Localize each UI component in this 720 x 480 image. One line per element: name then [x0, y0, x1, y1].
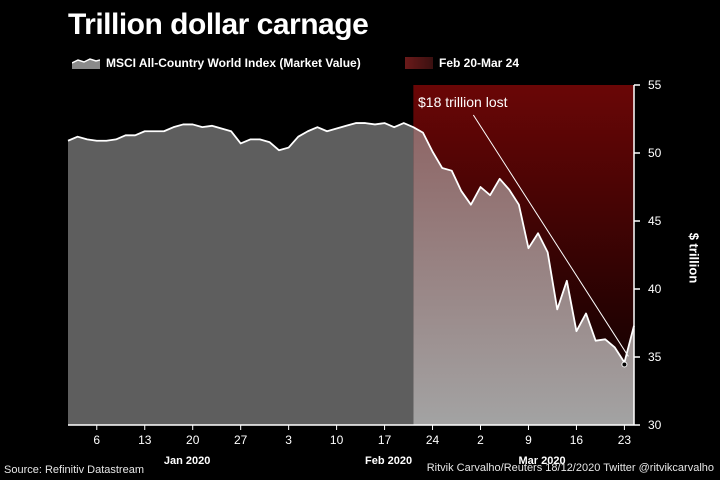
x-tick-label: 13 — [138, 433, 152, 447]
legend-index-label: MSCI All-Country World Index (Market Val… — [106, 56, 361, 70]
min-point-marker — [621, 361, 628, 368]
y-tick-label: 40 — [648, 282, 662, 296]
month-label: Mar 2020 — [519, 455, 566, 467]
y-tick-label: 50 — [648, 146, 662, 160]
legend-area-swatch-icon — [72, 58, 100, 69]
x-tick-label: 16 — [570, 433, 584, 447]
area-before — [68, 123, 414, 425]
y-tick-label: 30 — [648, 418, 662, 432]
x-tick-label: 10 — [330, 433, 344, 447]
legend-range-label: Feb 20-Mar 24 — [439, 56, 520, 70]
y-axis-title: $ trillion — [686, 232, 702, 284]
y-tick-label: 55 — [648, 78, 662, 92]
x-tick-label: 23 — [618, 433, 632, 447]
x-tick-label: 9 — [525, 433, 532, 447]
legend-index: MSCI All-Country World Index (Market Val… — [72, 55, 361, 71]
y-axis: 30 35 40 45 50 55 — [633, 78, 662, 432]
source-note: Source: Refinitiv Datastream — [4, 464, 144, 476]
month-label: Feb 2020 — [365, 455, 412, 467]
y-tick-label: 35 — [648, 350, 662, 364]
annotation-label: $18 trillion lost — [418, 94, 508, 110]
x-tick-label: 2 — [477, 433, 484, 447]
month-label: Jan 2020 — [164, 455, 210, 467]
x-tick-label: 6 — [93, 433, 100, 447]
x-tick-label: 20 — [186, 433, 200, 447]
chart-title: Trillion dollar carnage — [68, 8, 369, 41]
x-axis: 6 13 20 27 3 10 17 24 2 9 16 23 Jan 2020 Feb 2020 Mar … — [68, 424, 634, 467]
x-tick-label: 27 — [234, 433, 248, 447]
legend-range: Feb 20-Mar 24 — [405, 55, 519, 71]
annotation-line — [472, 114, 629, 357]
credit-note: Ritvik Carvalho/Reuters 18/12/2020 Twitt… — [426, 462, 714, 474]
y-tick-label: 45 — [648, 214, 662, 228]
x-tick-label: 24 — [426, 433, 440, 447]
legend-range-swatch-icon — [405, 57, 433, 69]
series-line — [67, 122, 635, 364]
x-tick-label: 17 — [378, 433, 392, 447]
x-tick-label: 3 — [285, 433, 292, 447]
